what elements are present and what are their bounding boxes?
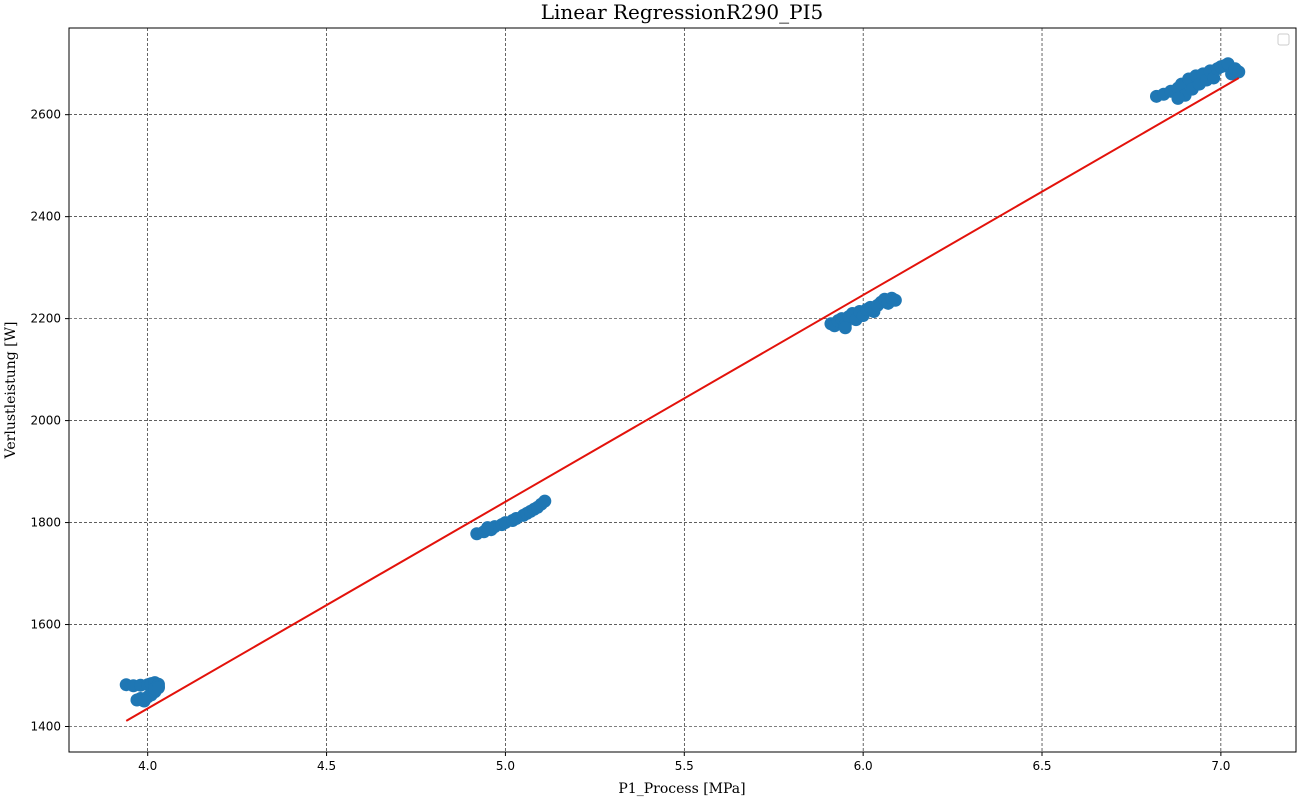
scatter-point xyxy=(137,694,151,708)
y-axis-label: Verlustleistung [W] xyxy=(3,322,19,460)
scatter-point xyxy=(538,494,552,508)
chart-title: Linear RegressionR290_PI5 xyxy=(541,0,824,24)
x-tick-label: 6.5 xyxy=(1032,759,1051,773)
grid-layer xyxy=(69,28,1296,752)
y-tick-label: 2400 xyxy=(30,210,61,224)
x-tick-label: 4.5 xyxy=(317,759,336,773)
tick-layer: 4.0 4.5 5.0 5.5 6.0 6.5 7.0 1400 1600 1800 2000 220… xyxy=(30,108,1230,773)
data-layer xyxy=(119,57,1246,722)
scatter-point xyxy=(1171,91,1185,105)
scatter-point xyxy=(481,521,495,535)
y-tick-label: 1400 xyxy=(30,720,61,734)
regression-line xyxy=(125,77,1240,722)
x-tick-label: 4.0 xyxy=(138,759,157,773)
x-tick-label: 7.0 xyxy=(1211,759,1230,773)
plot-frame xyxy=(68,27,1297,753)
x-tick-label: 6.0 xyxy=(854,759,873,773)
y-tick-label: 1600 xyxy=(30,618,61,632)
scatter-point xyxy=(838,321,852,335)
y-tick-label: 2000 xyxy=(30,414,61,428)
legend-box xyxy=(1277,33,1290,46)
scatter-point xyxy=(888,293,902,307)
x-axis-label: P1_Process [MPa] xyxy=(618,781,745,797)
scatter-point xyxy=(1232,65,1246,79)
y-tick-label: 2200 xyxy=(30,312,61,326)
y-tick-label: 1800 xyxy=(30,516,61,530)
scatter-point xyxy=(151,681,165,695)
x-tick-label: 5.0 xyxy=(496,759,515,773)
y-tick-label: 2600 xyxy=(30,108,61,122)
x-tick-label: 5.5 xyxy=(675,759,694,773)
